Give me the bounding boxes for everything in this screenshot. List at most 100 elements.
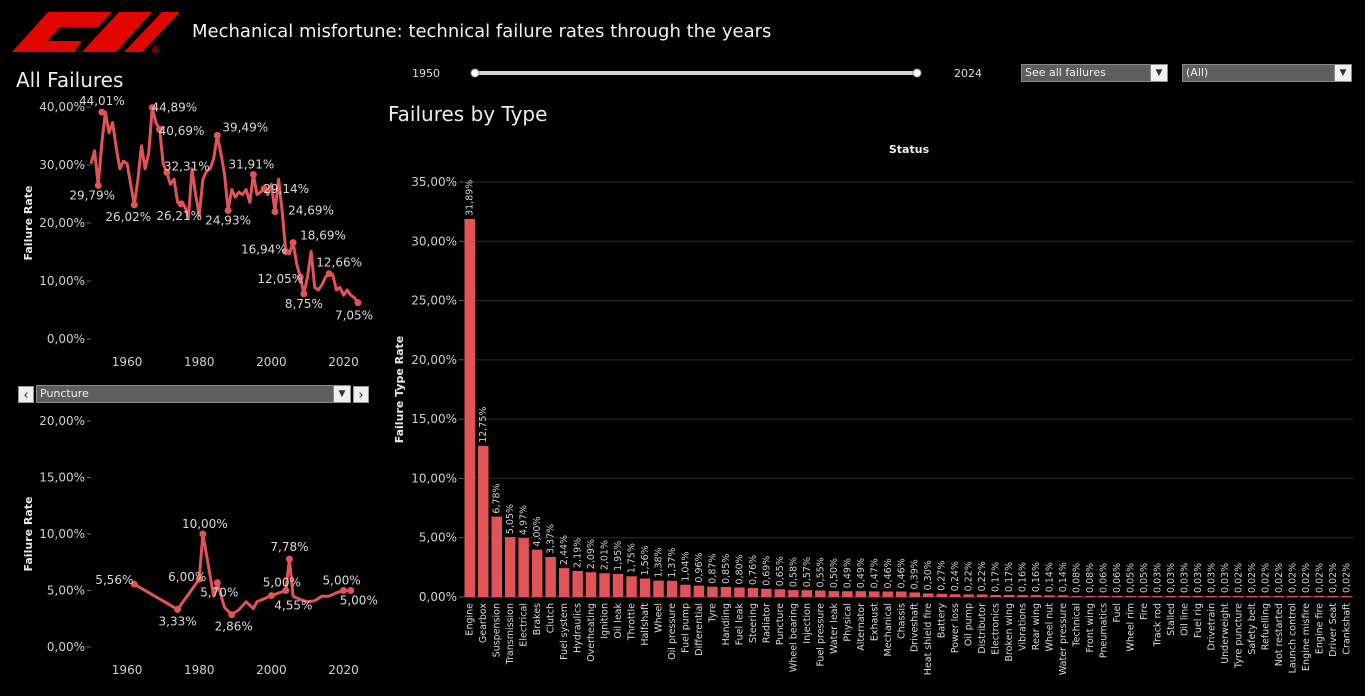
- category-label: Driver Seat: [1328, 603, 1339, 657]
- bar-value-label: 0,02%: [1314, 563, 1325, 593]
- bar: [558, 568, 570, 597]
- data-point: [163, 168, 171, 176]
- category-label: Wheel bearing: [788, 603, 799, 672]
- bar-value-label: 0,02%: [1247, 563, 1258, 593]
- chevron-down-icon[interactable]: ▼: [333, 386, 350, 402]
- category-label: Puncture: [775, 603, 786, 645]
- failures-filter-dropdown[interactable]: See all failures ▼: [1021, 64, 1168, 82]
- category-label: Chassis: [896, 603, 907, 639]
- data-label: 31,91%: [228, 157, 274, 171]
- category-label: Fuel pressure: [815, 603, 826, 667]
- bar-value-label: 6,78%: [492, 483, 503, 513]
- data-label: 18,69%: [300, 229, 346, 243]
- bar-value-label: 31,89%: [465, 180, 476, 216]
- slider-handle-end[interactable]: [912, 68, 922, 78]
- series-line: [133, 532, 351, 617]
- data-point: [325, 270, 333, 278]
- bar: [1206, 596, 1217, 597]
- category-label: Underweight: [1220, 603, 1231, 664]
- bar: [963, 594, 974, 597]
- slider-track: [474, 71, 918, 75]
- data-label: 44,01%: [79, 95, 125, 108]
- bar-value-label: 0,02%: [1274, 563, 1285, 593]
- bar-value-label: 0,06%: [1099, 563, 1110, 593]
- category-label: Crankshaft: [1341, 603, 1352, 655]
- bar-value-label: 0,39%: [910, 559, 921, 589]
- category-label: Refuelling: [1260, 603, 1271, 650]
- data-label: 5,00%: [263, 576, 301, 590]
- bar: [1233, 596, 1244, 597]
- bar: [478, 445, 489, 597]
- group-filter-value: (All): [1186, 66, 1209, 79]
- category-label: Fire: [1139, 603, 1150, 620]
- bar-value-label: 12,75%: [478, 407, 489, 443]
- y-tick-label: 15,00%: [411, 412, 457, 426]
- data-label: 7,78%: [270, 540, 308, 554]
- year-range-slider[interactable]: [470, 64, 922, 82]
- data-label: 26,02%: [105, 210, 151, 224]
- bar: [464, 218, 475, 597]
- data-label: 12,66%: [316, 256, 362, 270]
- y-axis-title: Failure Type Rate: [393, 336, 406, 444]
- category-label: Overheating: [586, 603, 597, 662]
- failures-by-type-title: Failures by Type: [388, 102, 548, 126]
- bar: [855, 591, 866, 597]
- data-label: 24,69%: [288, 204, 334, 218]
- data-label: 5,00%: [340, 594, 378, 608]
- next-status-button[interactable]: ›: [353, 386, 369, 403]
- group-filter-dropdown[interactable]: (All) ▼: [1182, 64, 1352, 82]
- category-label: Power loss: [950, 603, 961, 653]
- category-label: Fuel: [1112, 603, 1123, 622]
- data-point: [354, 299, 362, 307]
- bar: [1179, 596, 1190, 597]
- category-label: Tyre: [708, 603, 719, 624]
- failures-by-type-chart: 0,00% 5,00% 10,00% 15,00% 20,00% 25,00% 30,00%…: [393, 143, 1353, 675]
- chevron-down-icon[interactable]: ▼: [1150, 65, 1167, 81]
- previous-status-button[interactable]: ‹: [18, 386, 34, 403]
- category-label: Brakes: [532, 603, 543, 635]
- data-point: [130, 580, 138, 588]
- data-point: [296, 273, 304, 281]
- bar-value-label: 4,97%: [519, 505, 530, 535]
- data-label: 12,05%: [257, 272, 303, 286]
- bar: [585, 572, 597, 597]
- bar: [491, 516, 502, 597]
- bar-value-label: 4,00%: [532, 516, 543, 546]
- data-label: 6,00%: [168, 570, 206, 584]
- bar-value-label: 0,02%: [1287, 563, 1298, 593]
- category-label: Handling: [721, 603, 732, 645]
- bar: [666, 580, 678, 597]
- category-label: Wheel: [654, 603, 665, 633]
- bar: [949, 594, 961, 597]
- bar-value-label: 0,02%: [1341, 563, 1352, 593]
- category-label: Water leak: [829, 603, 840, 654]
- bar: [842, 591, 853, 597]
- category-label: Front wing: [1085, 603, 1096, 653]
- bar-value-label: 2,19%: [573, 538, 584, 568]
- y-tick-label: 20,00%: [411, 353, 457, 367]
- bar: [1138, 596, 1150, 597]
- bar: [936, 593, 947, 597]
- bar-value-label: 2,01%: [600, 540, 611, 570]
- bar: [828, 591, 840, 597]
- bar: [1165, 596, 1177, 597]
- bar-value-label: 0,76%: [748, 555, 759, 585]
- status-dropdown-value: Puncture: [40, 387, 89, 400]
- bar: [626, 576, 637, 598]
- chevron-down-icon[interactable]: ▼: [1334, 65, 1351, 81]
- category-label: Ignition: [600, 603, 611, 639]
- slider-handle-start[interactable]: [470, 68, 480, 78]
- bar-value-label: 1,75%: [627, 543, 638, 573]
- bar-value-label: 0,02%: [1301, 563, 1312, 593]
- category-label: Radiator: [761, 603, 772, 643]
- bar: [518, 538, 529, 597]
- status-dropdown[interactable]: Puncture ▼: [36, 385, 351, 403]
- bar-value-label: 0,85%: [721, 554, 732, 584]
- data-label: 40,69%: [159, 124, 205, 138]
- x-tick-label: 1960: [112, 663, 143, 677]
- data-point: [213, 131, 221, 139]
- data-label: 29,14%: [263, 182, 309, 196]
- bar: [693, 585, 705, 597]
- data-label: 16,94%: [241, 243, 287, 257]
- bar: [612, 573, 624, 597]
